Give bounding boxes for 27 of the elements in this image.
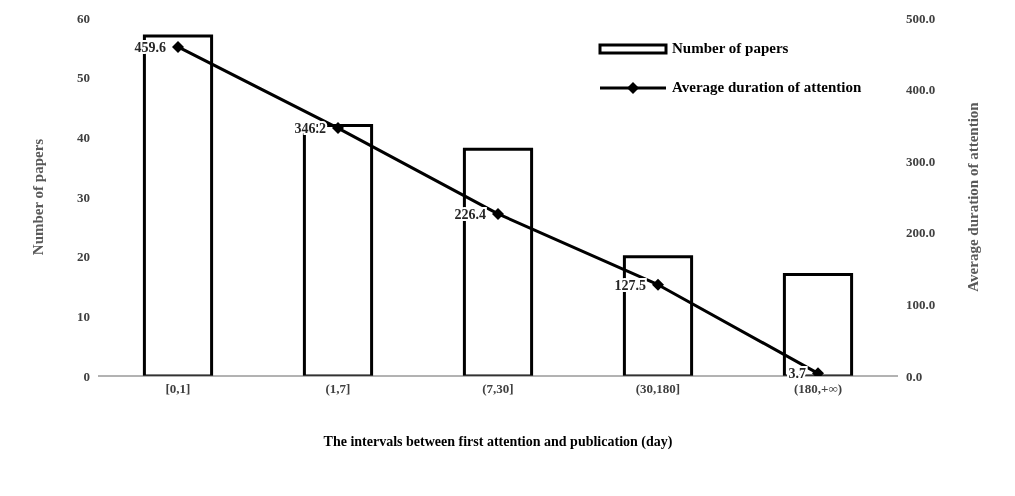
x-tick-label: (30,180] [635,381,681,397]
y-tick-label: 10 [77,308,90,324]
y2-axis-title: Average duration of attention [965,101,982,292]
y2-tick-label: 0.0 [906,368,923,384]
y2-tick-label: 500.0 [906,10,936,26]
y-tick-label: 50 [77,70,90,86]
y2-tick-label: 400.0 [906,82,936,98]
point [492,207,504,220]
y-tick-label: 20 [77,249,90,265]
y-tick-label: 0 [83,368,90,384]
x-axis-title: The intervals between first attention and publication (day) [323,434,673,450]
y2-tick-label: 100.0 [906,297,936,313]
legend-label: Average duration of attention [672,79,862,96]
point [332,122,344,135]
point [172,40,184,53]
y-tick-label: 60 [77,10,90,26]
x-tick-label: (1,7] [325,381,351,397]
y2-tick-label: 300.0 [906,153,936,169]
y-axis-title: Number of papers [30,138,47,256]
x-tick-label: (7,30] [482,381,514,397]
y-tick-label: 30 [77,189,90,205]
y2-tick-label: 200.0 [906,225,936,241]
x-tick-label: (180,+∞) [793,381,843,397]
point [652,278,664,291]
legend-label: Number of papers [672,40,789,57]
y-tick-label: 40 [77,129,90,145]
x-tick-label: [0,1] [165,381,191,397]
